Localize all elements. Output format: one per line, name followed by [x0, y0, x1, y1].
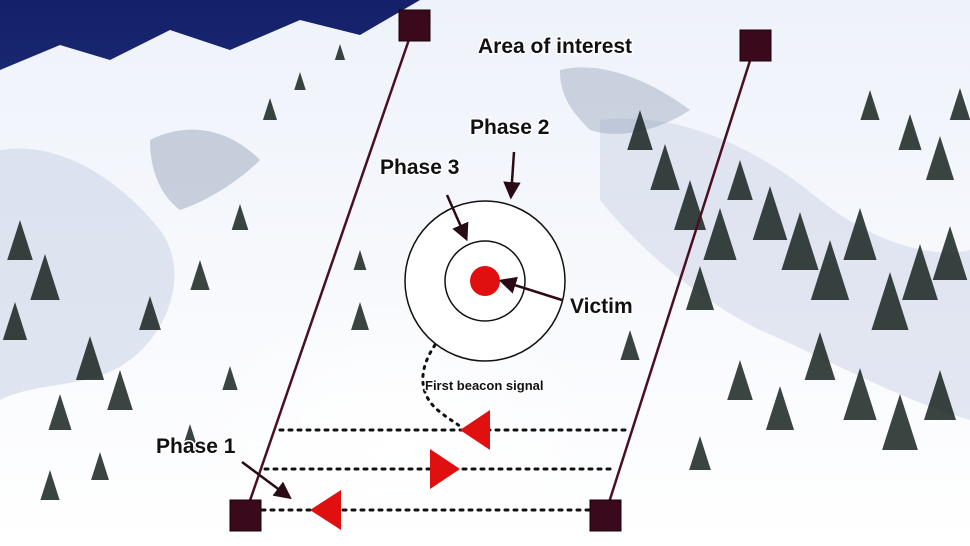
conifer-tree-30 — [924, 370, 956, 420]
conifer-tree-43 — [620, 330, 640, 360]
conifer-tree-1 — [7, 220, 33, 260]
conifer-tree-41 — [91, 452, 109, 480]
conifer-tree-12 — [334, 44, 346, 60]
conifer-tree-18 — [685, 266, 715, 310]
conifer-tree-36 — [949, 88, 970, 120]
conifer-tree-31 — [765, 386, 795, 430]
phase-2-pointer — [503, 151, 521, 200]
conifer-tree-14 — [627, 110, 653, 150]
direction-arrow-middle — [430, 449, 460, 489]
conifer-tree-5 — [107, 370, 133, 410]
left-boundary-line — [243, 24, 416, 516]
corner-marker-top-right — [739, 29, 772, 62]
phase-1-label: Phase 1 — [156, 435, 236, 458]
direction-arrow-bottom — [310, 490, 341, 530]
conifer-tree-10 — [262, 98, 278, 120]
conifer-tree-39 — [181, 424, 199, 450]
conifer-tree-16 — [674, 180, 706, 230]
phase-3-pointer — [445, 194, 469, 242]
corner-marker-bottom-right — [589, 499, 622, 532]
conifer-tree-33 — [925, 136, 955, 180]
conifer-tree-13 — [351, 302, 369, 330]
area-of-interest-label: Area of interest — [478, 35, 632, 58]
conifer-tree-26 — [932, 226, 968, 280]
rock-ridge-2 — [560, 67, 690, 134]
conifer-tree-15 — [650, 144, 680, 190]
conifer-tree-9 — [231, 204, 249, 230]
conifer-tree-35 — [860, 90, 880, 120]
first-beacon-signal-path — [421, 343, 464, 430]
right-boundary-line — [603, 44, 757, 516]
conifer-tree-40 — [40, 470, 60, 500]
conifer-tree-6 — [48, 394, 72, 430]
phase-2-label: Phase 2 — [470, 116, 549, 139]
conifer-tree-21 — [781, 212, 819, 270]
conifer-tree-32 — [727, 360, 753, 400]
first-beacon-signal-label: First beacon signal — [425, 378, 543, 393]
conifer-tree-4 — [75, 336, 105, 380]
conifer-tree-11 — [294, 72, 306, 90]
tree-group — [2, 44, 970, 500]
conifer-tree-17 — [703, 208, 737, 260]
conifer-tree-23 — [843, 208, 877, 260]
phase-3-label: Phase 3 — [380, 156, 459, 179]
conifer-tree-20 — [752, 186, 788, 240]
conifer-tree-7 — [139, 296, 161, 330]
conifer-tree-34 — [898, 114, 922, 150]
conifer-tree-8 — [190, 260, 210, 290]
conifer-tree-42 — [353, 250, 367, 270]
rock-ridge — [150, 129, 260, 210]
conifer-tree-2 — [30, 254, 60, 300]
conifer-tree-37 — [689, 436, 711, 470]
direction-arrow-top — [460, 410, 490, 450]
victim-dot — [470, 266, 500, 296]
conifer-tree-29 — [882, 394, 918, 450]
snow-shadow-left — [0, 148, 175, 400]
conifer-tree-27 — [804, 332, 836, 380]
conifer-tree-3 — [2, 302, 28, 340]
conifer-tree-25 — [902, 244, 938, 300]
corner-marker-top-left — [398, 9, 431, 42]
victim-pointer — [498, 276, 563, 302]
victim-label: Victim — [570, 295, 633, 318]
conifer-tree-22 — [810, 240, 850, 300]
conifer-tree-24 — [871, 272, 909, 330]
corner-marker-bottom-left — [229, 499, 262, 532]
phase-1-pointer — [241, 460, 292, 500]
conifer-tree-38 — [222, 366, 238, 390]
conifer-tree-28 — [843, 368, 877, 420]
conifer-tree-19 — [727, 160, 753, 200]
